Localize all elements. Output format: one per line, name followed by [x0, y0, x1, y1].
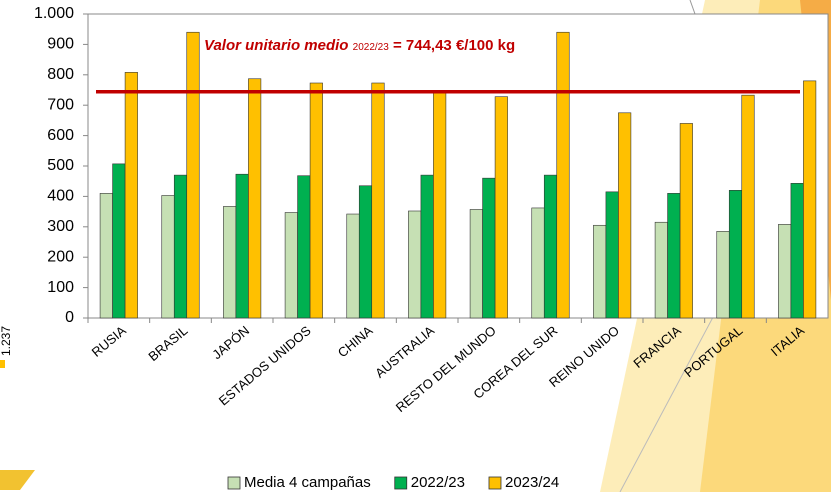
- y-tick-label: 100: [47, 279, 74, 296]
- bar: [556, 31, 570, 319]
- legend-swatch: [227, 476, 241, 490]
- bar: [161, 195, 175, 319]
- legend-label: Media 4 campañas: [244, 474, 371, 491]
- bar: [186, 31, 200, 319]
- bar: [284, 212, 298, 319]
- bar: [371, 82, 385, 319]
- bar: [728, 190, 743, 319]
- bar: [358, 185, 373, 319]
- legend-swatch: [394, 476, 408, 490]
- bar: [593, 224, 607, 319]
- bar: [667, 193, 681, 319]
- bar: [605, 191, 619, 319]
- y-tick-label: 0: [65, 309, 74, 326]
- x-tick-label: RESTO DEL MUNDO: [393, 323, 499, 415]
- bar: [124, 72, 138, 319]
- bar: [173, 174, 188, 319]
- bar: [235, 173, 249, 319]
- bar: [433, 91, 447, 319]
- y-tick-label: 900: [47, 36, 74, 53]
- bar: [531, 207, 545, 319]
- bar: [223, 206, 237, 319]
- bar: [112, 163, 126, 319]
- bar: [346, 213, 360, 319]
- annotation: Valor unitario medio 2022/23 = 744,43 €/…: [204, 37, 515, 54]
- legend-label: 2023/24: [505, 474, 559, 491]
- bar: [482, 177, 496, 319]
- x-tick-label: RUSIA: [89, 323, 129, 360]
- y-tick-label: 500: [47, 157, 74, 174]
- bar: [716, 231, 730, 319]
- y-tick-label: 400: [47, 188, 74, 205]
- x-tick-label: AUSTRALIA: [372, 323, 437, 381]
- bar: [543, 174, 558, 319]
- bar: [420, 174, 434, 319]
- bar: [408, 210, 422, 319]
- x-tick-label: JAPÓN: [209, 323, 252, 362]
- bar: [654, 221, 668, 319]
- bar: [248, 78, 262, 319]
- y-tick-label: 1.000: [34, 5, 74, 22]
- legend-label: 2022/23: [411, 474, 465, 491]
- y-tick-label: 800: [47, 66, 74, 83]
- y-tick-label: 600: [47, 127, 74, 144]
- bar: [741, 94, 755, 319]
- bar: [790, 183, 804, 319]
- plot-area: [87, 13, 829, 319]
- bar: [309, 82, 323, 319]
- y-tick-label: 700: [47, 96, 74, 113]
- y-tick-label: 200: [47, 248, 74, 265]
- bar: [469, 209, 483, 319]
- bar: [679, 123, 693, 319]
- x-tick-label: CHINA: [335, 323, 376, 361]
- bar: [99, 193, 113, 319]
- bar: [618, 112, 632, 319]
- annotation-part: Valor unitario medio: [204, 37, 348, 54]
- annotation-part: 2022/23: [353, 42, 390, 53]
- x-tick-label: BRASIL: [145, 323, 190, 364]
- legend-swatch: [488, 476, 502, 490]
- annotation-part: = 744,43 €/100 kg: [393, 37, 515, 54]
- bar: [803, 80, 817, 319]
- bar: [494, 96, 508, 319]
- y-tick-label: 300: [47, 218, 74, 235]
- bar: [778, 224, 792, 319]
- bar: [297, 175, 311, 319]
- background-fragment-label: 1.237: [0, 326, 13, 356]
